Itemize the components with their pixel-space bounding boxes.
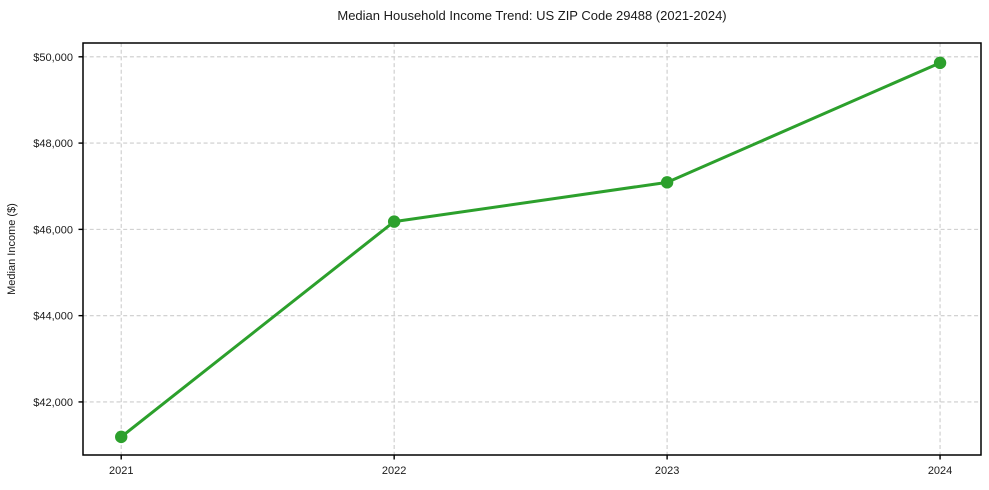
y-axis-label: Median Income ($) bbox=[6, 203, 18, 295]
data-point-2022 bbox=[387, 215, 401, 228]
y-tick-label: $48,000 bbox=[33, 138, 73, 150]
y-tick-label: $44,000 bbox=[33, 311, 73, 323]
y-tick-label: $46,000 bbox=[33, 224, 73, 236]
x-tick-label: 2021 bbox=[109, 465, 133, 477]
data-point-2021 bbox=[115, 430, 128, 444]
income-trend-line bbox=[119, 61, 942, 439]
data-point-2023 bbox=[660, 176, 674, 189]
x-tick-label: 2024 bbox=[928, 465, 952, 477]
plot-border bbox=[82, 42, 982, 456]
x-tick-label: 2022 bbox=[382, 465, 406, 477]
x-tick-label: 2023 bbox=[655, 465, 679, 477]
y-tick-label: $42,000 bbox=[33, 397, 73, 409]
data-point-2024 bbox=[933, 56, 947, 70]
y-tick-label: $50,000 bbox=[33, 52, 73, 64]
data-series-layer bbox=[115, 56, 947, 444]
chart-title: Median Household Income Trend: US ZIP Co… bbox=[337, 8, 726, 23]
tick-labels-layer: $42,000 $44,000 $46,000 $48,000 $50,000 2021 2… bbox=[33, 52, 952, 477]
gridlines-layer bbox=[83, 43, 981, 455]
